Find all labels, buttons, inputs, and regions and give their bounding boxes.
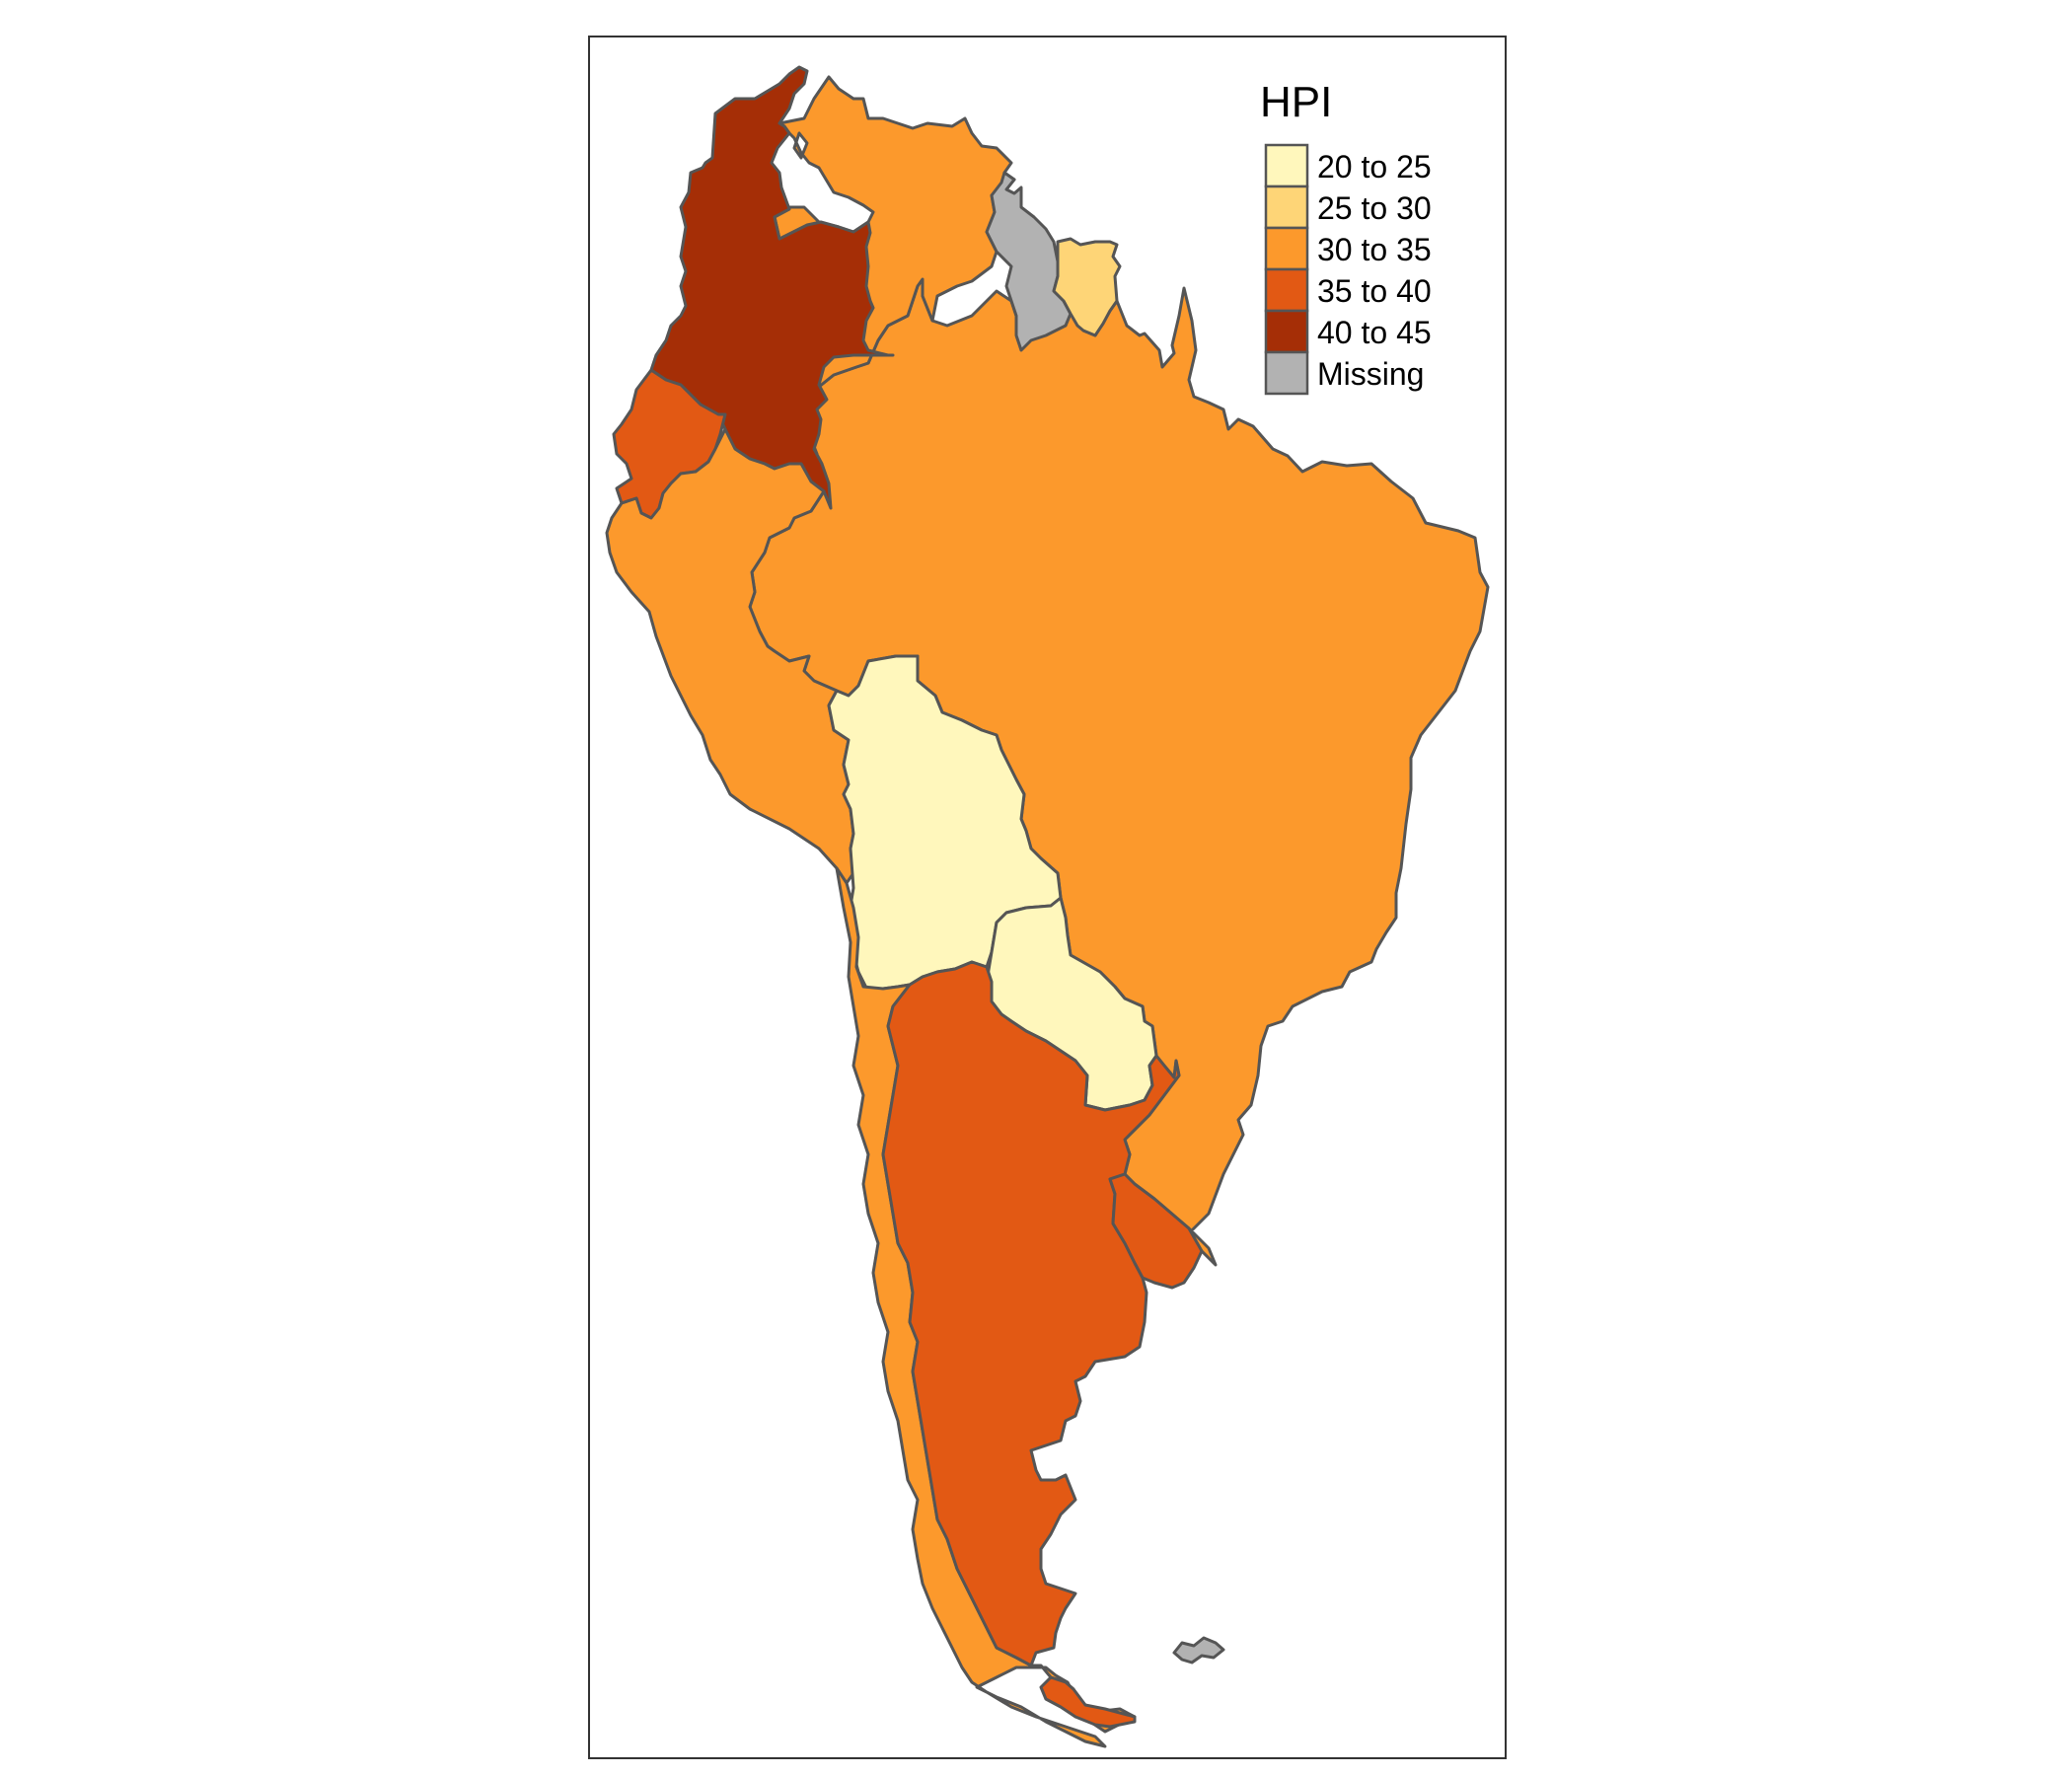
legend-label-missing: Missing — [1317, 356, 1424, 392]
country-suriname[interactable] — [1052, 237, 1122, 337]
legend-label-20-25: 20 to 25 — [1317, 149, 1432, 185]
legend-swatch-30-35 — [1264, 226, 1309, 271]
country-argentina[interactable] — [881, 960, 1181, 1729]
country-guyana[interactable] — [985, 171, 1073, 352]
legend-label-25-30: 25 to 30 — [1317, 190, 1432, 226]
country-colombia[interactable] — [649, 65, 895, 510]
legend-label-40-45: 40 to 45 — [1317, 315, 1432, 350]
legend-swatch-missing — [1264, 350, 1309, 396]
legend-swatch-25-30 — [1264, 185, 1309, 230]
legend-label-30-35: 30 to 35 — [1317, 232, 1432, 267]
legend-swatch-20-25 — [1264, 143, 1309, 188]
legend-title: HPI — [1260, 78, 1332, 126]
legend-swatch-35-40 — [1264, 267, 1309, 313]
legend: HPI 20 to 25 25 to 30 30 to 35 35 to 40 … — [1260, 78, 1432, 396]
legend-label-35-40: 35 to 40 — [1317, 273, 1432, 309]
country-falkland-islands[interactable] — [1172, 1636, 1225, 1665]
country-uruguay[interactable] — [1108, 1172, 1204, 1290]
legend-swatch-40-45 — [1264, 309, 1309, 354]
